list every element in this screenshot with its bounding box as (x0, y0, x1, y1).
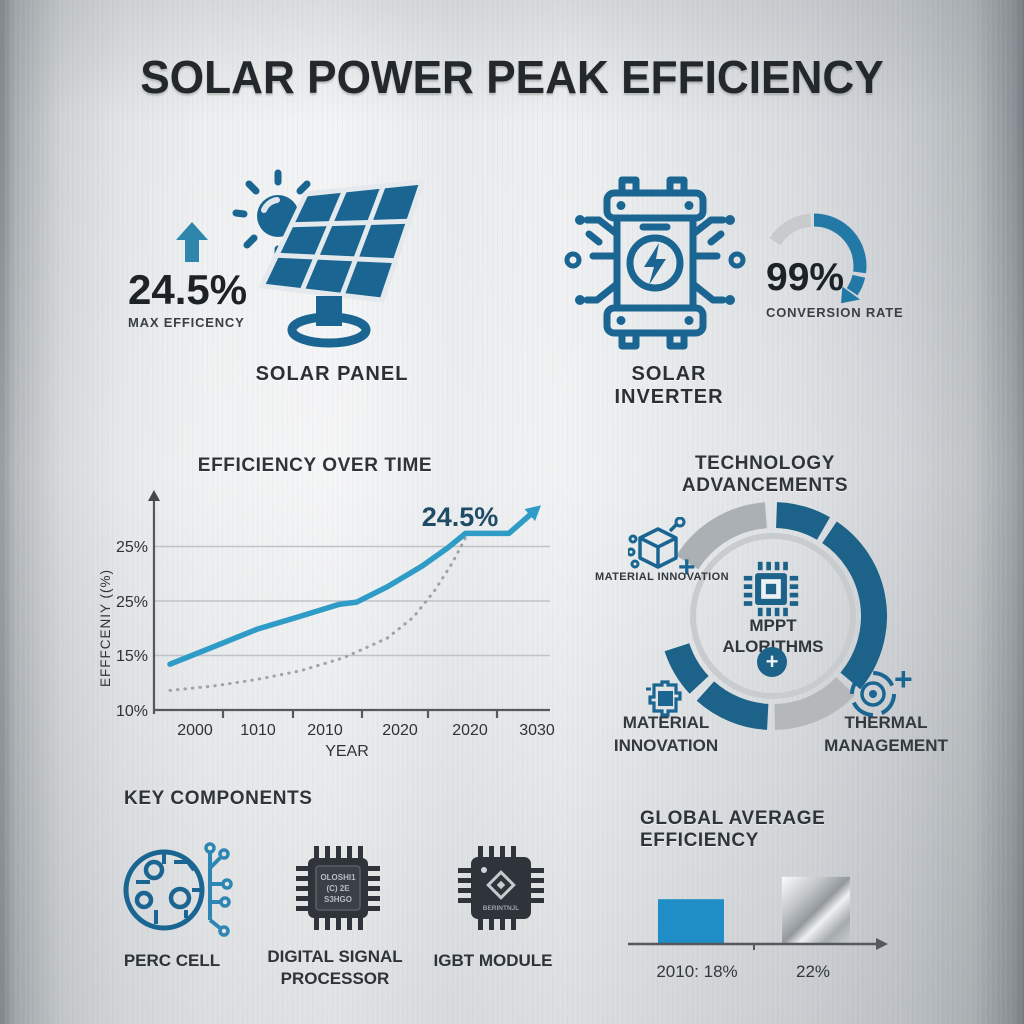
igbt-module-icon: BERINTNJL (458, 846, 544, 930)
svg-text:OLOSHI1: OLOSHI1 (320, 873, 356, 882)
panel-caption: SOLAR PANEL (255, 363, 409, 385)
gauge-arc-icon (769, 213, 867, 304)
svg-text:2010: 18%: 2010: 18% (656, 962, 737, 981)
dsp-label: DIGITAL SIGNAL PROCESSOR (267, 947, 403, 988)
inner-circle (690, 533, 856, 699)
bar-chart: 2010: 18% 22% (628, 876, 888, 981)
svg-text:(C) 2E: (C) 2E (326, 884, 350, 893)
svg-text:1010: 1010 (240, 722, 276, 739)
inverter-icon (564, 176, 746, 350)
donut-title: TECHNOLOGY ADVANCEMENTS (681, 453, 849, 496)
y-axis-arrowhead (148, 490, 160, 501)
svg-text:25%: 25% (116, 539, 148, 556)
y-tick-labels: 25% 25% 15% 10% (116, 539, 148, 720)
x-axis-label: YEAR (325, 743, 369, 760)
thermal-management-label: THERMAL MANAGEMENT (824, 713, 948, 755)
plus-icon: + (678, 551, 696, 584)
series-projection-dotted (168, 536, 467, 692)
donut-segment (696, 681, 769, 730)
key-components-heading: KEY COMPONENTS (124, 788, 313, 809)
donut-center-label: MPPT ALORITHMS (722, 616, 823, 656)
key-components-block: KEY COMPONENTS PERC CELL (110, 788, 590, 998)
x-tick-labels: 2000 1010 2010 2020 2020 3030 (177, 722, 555, 739)
cube-icon (628, 517, 686, 569)
gauge-segment (813, 213, 867, 274)
bar-axis-arrowhead (876, 938, 888, 950)
panel-stat-value: 24.5% (128, 266, 248, 313)
panel-stat-block: 24.5% MAX EFFICENCY (128, 220, 258, 330)
gauge-segment (769, 213, 812, 246)
solar-panel-icon (232, 169, 426, 348)
bars (658, 876, 850, 944)
bar-22% (782, 876, 850, 944)
perc-cell-label: PERC CELL (123, 951, 221, 970)
material-innovation-top-label: MATERIAL INNOVATION (595, 571, 729, 583)
line-series (167, 505, 542, 692)
up-arrow-icon (176, 222, 208, 262)
plus-icon: + (894, 661, 913, 697)
inverter-stat-label: CONVERSION RATE (766, 305, 904, 320)
bar-chart-block: GLOBAL AVERAGE EFFICIENCY 2010: 18% 22% (626, 808, 926, 1008)
material-innovation-bottom-label: MATERIAL INNOVATION (613, 713, 719, 755)
bar-labels: 2010: 18% 22% (656, 962, 830, 981)
series-solar-panel-efficiency (167, 505, 542, 667)
panel-stat-label: MAX EFFICENCY (128, 315, 245, 330)
bar-chart-heading: GLOBAL AVERAGE EFFICIENCY (640, 808, 826, 851)
svg-text:3030: 3030 (519, 722, 555, 739)
dsp-chip-icon: OLOSHI1 (C) 2E S3HGO (296, 846, 380, 930)
svg-text:22%: 22% (796, 962, 830, 981)
svg-text:2010: 2010 (307, 722, 343, 739)
gauge-arrowhead (841, 286, 861, 304)
donut-segment (821, 521, 887, 690)
panel-stand (287, 296, 371, 348)
svg-text:S3HGO: S3HGO (324, 895, 352, 904)
bar-2010: 18% (658, 899, 724, 944)
igbt-label: IGBT MODULE (433, 951, 553, 970)
chip-small-icon (646, 680, 682, 717)
svg-text:2020: 2020 (382, 722, 418, 739)
svg-text:15%: 15% (116, 648, 148, 665)
page-title: SOLAR POWER PEAK EFFICIENCY (140, 51, 884, 103)
donut-segment (664, 642, 709, 694)
plus-icon: + (757, 647, 787, 677)
donut-segment (774, 676, 855, 730)
svg-text:2000: 2000 (177, 722, 213, 739)
svg-text:10%: 10% (116, 703, 148, 720)
inverter-stat-value: 99% (766, 256, 845, 299)
inverter-caption: SOLAR INVERTER (614, 363, 724, 408)
panel-face (258, 179, 426, 303)
line-chart: 25% 25% 15% 10% 2000 1010 2010 2020 2020… (98, 490, 555, 760)
perc-cell-icon (123, 842, 233, 937)
svg-text:BERINTNJL: BERINTNJL (483, 905, 520, 912)
axes (152, 498, 550, 718)
donut-segment (676, 502, 768, 570)
gauge-segment (846, 274, 866, 296)
line-chart-title: EFFICIENCY OVER TIME (197, 455, 433, 476)
svg-text:2020: 2020 (452, 722, 488, 739)
donut-segment (775, 502, 830, 541)
y-axis-label: EFFFCENIY ((%) (98, 569, 113, 687)
fan-icon (850, 671, 896, 717)
donut-block: MPPT ALORITHMS + + MATERIAL INNOVATION (595, 485, 968, 790)
peak-annotation: 24.5% (422, 502, 499, 532)
donut-ring (664, 502, 887, 730)
svg-text:25%: 25% (116, 594, 148, 611)
chip-icon (743, 561, 799, 617)
